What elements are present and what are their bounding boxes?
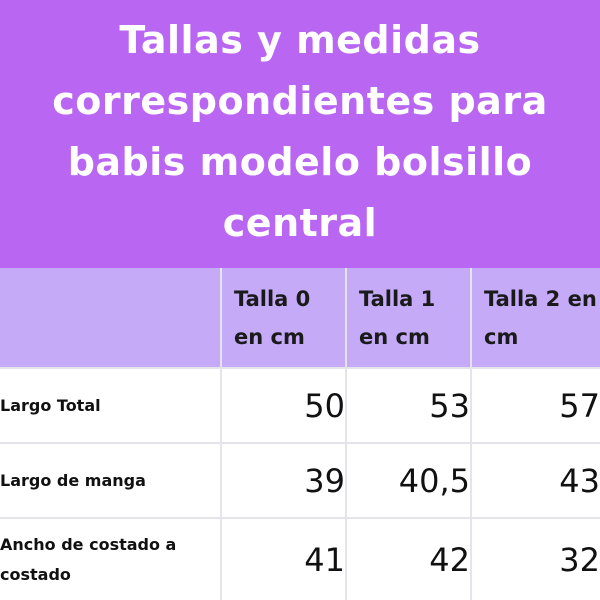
table-row: Ancho de costado a costado 41 42 32	[0, 517, 600, 600]
table-cell: 50	[220, 367, 347, 444]
table-cell: 42	[345, 517, 472, 600]
size-table: Talla 0 en cm Talla 1 en cm Talla 2 en c…	[0, 268, 600, 600]
title-banner: Tallas y medidas correspondientes para b…	[0, 0, 600, 268]
table-cell: 53	[345, 367, 472, 444]
column-header-talla-1: Talla 1 en cm	[345, 268, 472, 369]
table-cell: 39	[220, 442, 347, 519]
row-label-ancho-de-costado: Ancho de costado a costado	[0, 517, 222, 600]
table-cell: 43	[470, 442, 600, 519]
table-cell: 32	[470, 517, 600, 600]
table-header-corner	[0, 268, 222, 369]
column-header-talla-0: Talla 0 en cm	[220, 268, 347, 369]
table-row: Largo de manga 39 40,5 43	[0, 442, 600, 519]
table-cell: 41	[220, 517, 347, 600]
page-title: Tallas y medidas correspondientes para b…	[52, 18, 548, 245]
table-cell: 40,5	[345, 442, 472, 519]
table-header-row: Talla 0 en cm Talla 1 en cm Talla 2 en c…	[0, 268, 600, 369]
row-label-largo-total: Largo Total	[0, 367, 222, 444]
table-row: Largo Total 50 53 57	[0, 367, 600, 444]
column-header-talla-2: Talla 2 en cm	[470, 268, 600, 369]
table-cell: 57	[470, 367, 600, 444]
row-label-largo-de-manga: Largo de manga	[0, 442, 222, 519]
